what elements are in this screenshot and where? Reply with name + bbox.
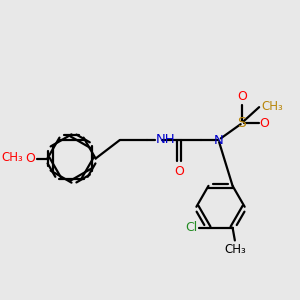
Text: CH₃: CH₃ <box>261 100 283 112</box>
Text: S: S <box>237 116 246 130</box>
Text: O: O <box>260 116 269 130</box>
Text: N: N <box>214 134 224 147</box>
Text: CH₃: CH₃ <box>1 152 23 164</box>
Text: NH: NH <box>156 133 176 146</box>
Text: O: O <box>26 152 35 165</box>
Text: O: O <box>174 165 184 178</box>
Text: CH₃: CH₃ <box>225 243 246 256</box>
Text: Cl: Cl <box>185 221 197 234</box>
Text: O: O <box>237 90 247 103</box>
